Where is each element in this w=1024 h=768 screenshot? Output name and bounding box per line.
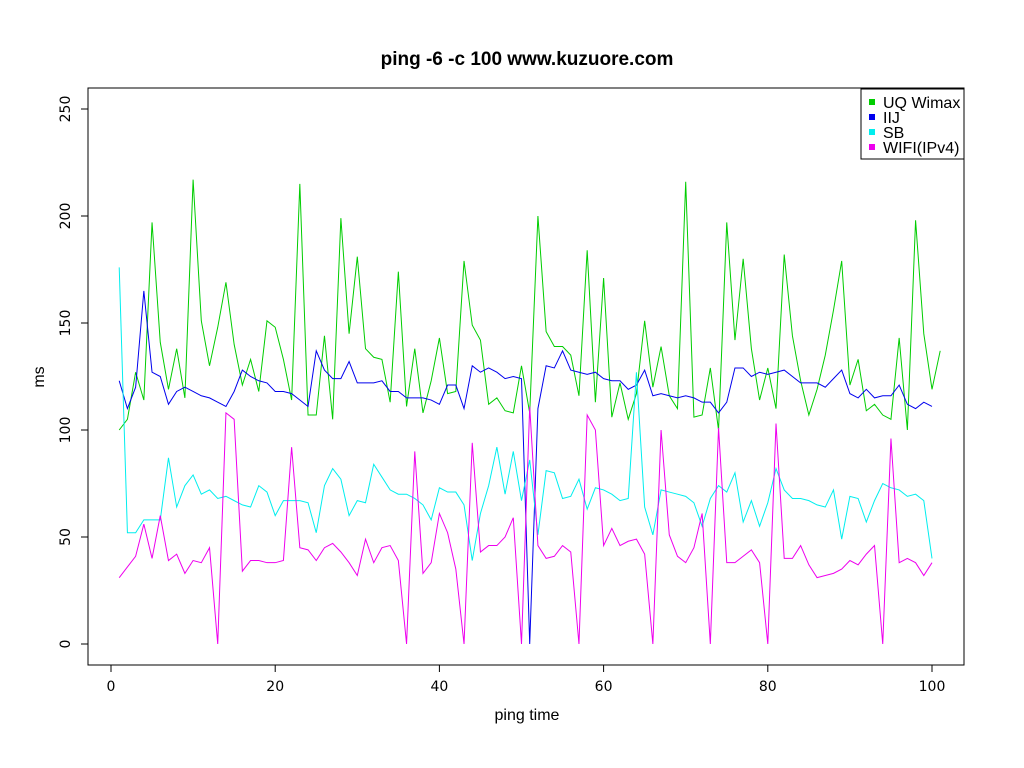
legend-swatch-wifi-ipv4	[869, 144, 875, 150]
y-tick-label: 0	[58, 640, 74, 649]
legend-label-sb: SB	[883, 125, 904, 142]
x-tick-label: 80	[759, 679, 777, 695]
x-tick-label: 0	[107, 679, 116, 695]
plot-frame	[87, 87, 965, 666]
legend-label-iij: IIJ	[883, 110, 900, 127]
legend-swatch-iij	[869, 114, 875, 120]
y-tick-label: 250	[58, 96, 74, 123]
y-axis-label: ms	[31, 366, 48, 387]
series-line-iij	[118, 290, 933, 645]
chart-title: ping -6 -c 100 www.kuzuore.com	[381, 49, 674, 70]
y-tick-label: 100	[58, 417, 74, 444]
y-tick-label: 200	[58, 203, 74, 230]
series-line-sb	[118, 267, 933, 561]
x-tick-label: 40	[430, 679, 448, 695]
legend-box	[860, 88, 965, 160]
x-axis-label: ping time	[495, 707, 560, 724]
x-tick-label: 60	[595, 679, 613, 695]
series-lines	[118, 179, 941, 645]
y-axis: 0 50 100 150 200 250	[58, 96, 89, 649]
legend-label-uq-wimax: UQ Wimax	[883, 95, 960, 112]
legend-label-wifi-ipv4: WIFI(IPv4)	[883, 140, 959, 157]
legend-swatch-sb	[869, 129, 875, 135]
series-line-uq-wimax	[118, 179, 941, 431]
x-axis: 0 20 40 60 80 100	[107, 664, 946, 695]
y-tick-label: 50	[58, 528, 74, 546]
x-tick-label: 100	[919, 679, 946, 695]
legend-swatch-uq-wimax	[869, 99, 875, 105]
x-tick-label: 20	[266, 679, 284, 695]
y-tick-label: 150	[58, 310, 74, 337]
series-line-wifi-ipv4	[118, 406, 933, 645]
